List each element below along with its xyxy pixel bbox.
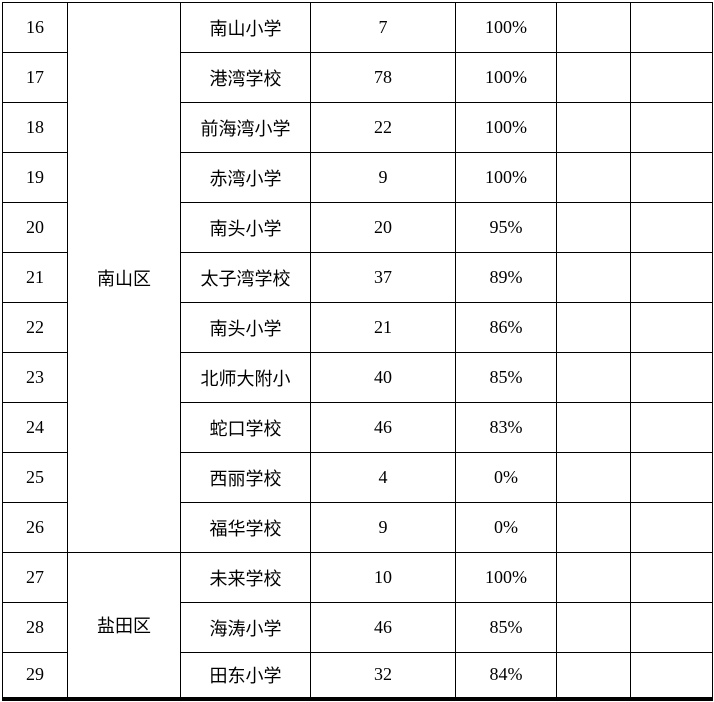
table-row: 18 前海湾小学 22 100% xyxy=(2,102,713,153)
row-index-cell: 26 xyxy=(2,502,68,553)
empty-cell-1 xyxy=(556,102,631,153)
rate-cell: 100% xyxy=(455,152,557,203)
rate-cell: 100% xyxy=(455,2,557,53)
rate-cell: 100% xyxy=(455,552,557,603)
district-cell: 盐田区 xyxy=(67,552,181,699)
table-row: 16 南山区 南山小学 7 100% xyxy=(2,2,713,553)
table-row: 26 福华学校 9 0% xyxy=(2,502,713,553)
empty-cell-2 xyxy=(630,202,713,253)
school-cell: 未来学校 xyxy=(180,552,311,603)
empty-cell-2 xyxy=(630,652,713,699)
table-row: 24 蛇口学校 46 83% xyxy=(2,402,713,453)
row-index-cell: 27 xyxy=(2,552,68,603)
empty-cell-2 xyxy=(630,452,713,503)
row-index-cell: 28 xyxy=(2,602,68,653)
rate-cell: 100% xyxy=(455,52,557,103)
empty-cell-1 xyxy=(556,302,631,353)
school-cell: 海涛小学 xyxy=(180,602,311,653)
empty-cell-2 xyxy=(630,352,713,403)
table-row: 23 北师大附小 40 85% xyxy=(2,352,713,403)
row-index-cell: 25 xyxy=(2,452,68,503)
table-row: 17 港湾学校 78 100% xyxy=(2,52,713,103)
empty-cell-1 xyxy=(556,402,631,453)
table-row: 22 南头小学 21 86% xyxy=(2,302,713,353)
table-row: 29 田东小学 32 84% xyxy=(2,652,713,699)
count-cell: 21 xyxy=(310,302,456,353)
school-cell: 南山小学 xyxy=(180,2,311,53)
rate-cell: 95% xyxy=(455,202,557,253)
count-cell: 7 xyxy=(310,2,456,53)
count-cell: 20 xyxy=(310,202,456,253)
count-cell: 32 xyxy=(310,652,456,699)
count-cell: 37 xyxy=(310,252,456,303)
count-cell: 46 xyxy=(310,602,456,653)
row-index-cell: 18 xyxy=(2,102,68,153)
empty-cell-1 xyxy=(556,552,631,603)
empty-cell-2 xyxy=(630,502,713,553)
empty-cell-1 xyxy=(556,202,631,253)
school-cell: 太子湾学校 xyxy=(180,252,311,303)
rate-cell: 0% xyxy=(455,502,557,553)
count-cell: 46 xyxy=(310,402,456,453)
count-cell: 40 xyxy=(310,352,456,403)
school-cell: 赤湾小学 xyxy=(180,152,311,203)
rate-cell: 85% xyxy=(455,352,557,403)
row-index-cell: 22 xyxy=(2,302,68,353)
empty-cell-1 xyxy=(556,602,631,653)
row-index-cell: 21 xyxy=(2,252,68,303)
table-row: 27 盐田区 未来学校 10 100% xyxy=(2,552,713,699)
rate-cell: 89% xyxy=(455,252,557,303)
school-cell: 港湾学校 xyxy=(180,52,311,103)
rate-cell: 100% xyxy=(455,102,557,153)
empty-cell-2 xyxy=(630,152,713,203)
empty-cell-2 xyxy=(630,102,713,153)
district-cell: 南山区 xyxy=(67,2,181,553)
row-index-cell: 24 xyxy=(2,402,68,453)
empty-cell-1 xyxy=(556,152,631,203)
count-cell: 78 xyxy=(310,52,456,103)
school-cell: 西丽学校 xyxy=(180,452,311,503)
table-row: 19 赤湾小学 9 100% xyxy=(2,152,713,203)
rate-cell: 86% xyxy=(455,302,557,353)
rate-cell: 83% xyxy=(455,402,557,453)
empty-cell-1 xyxy=(556,502,631,553)
count-cell: 22 xyxy=(310,102,456,153)
empty-cell-1 xyxy=(556,52,631,103)
empty-cell-2 xyxy=(630,552,713,603)
row-index-cell: 20 xyxy=(2,202,68,253)
empty-cell-2 xyxy=(630,2,713,53)
rate-cell: 84% xyxy=(455,652,557,699)
school-cell: 福华学校 xyxy=(180,502,311,553)
table-row: 20 南头小学 20 95% xyxy=(2,202,713,253)
empty-cell-2 xyxy=(630,302,713,353)
school-cell: 蛇口学校 xyxy=(180,402,311,453)
empty-cell-1 xyxy=(556,652,631,699)
empty-cell-2 xyxy=(630,402,713,453)
empty-cell-1 xyxy=(556,252,631,303)
row-index-cell: 29 xyxy=(2,652,68,699)
count-cell: 9 xyxy=(310,502,456,553)
rate-cell: 85% xyxy=(455,602,557,653)
count-cell: 4 xyxy=(310,452,456,503)
empty-cell-1 xyxy=(556,452,631,503)
school-cell: 南头小学 xyxy=(180,302,311,353)
rate-cell: 0% xyxy=(455,452,557,503)
count-cell: 9 xyxy=(310,152,456,203)
school-cell: 前海湾小学 xyxy=(180,102,311,153)
empty-cell-2 xyxy=(630,52,713,103)
empty-cell-1 xyxy=(556,352,631,403)
row-index-cell: 16 xyxy=(2,2,68,53)
school-cell: 北师大附小 xyxy=(180,352,311,403)
count-cell: 10 xyxy=(310,552,456,603)
row-index-cell: 23 xyxy=(2,352,68,403)
empty-cell-1 xyxy=(556,2,631,53)
row-index-cell: 19 xyxy=(2,152,68,203)
school-cell: 田东小学 xyxy=(180,652,311,699)
empty-cell-2 xyxy=(630,252,713,303)
row-index-cell: 17 xyxy=(2,52,68,103)
empty-cell-2 xyxy=(630,602,713,653)
school-cell: 南头小学 xyxy=(180,202,311,253)
